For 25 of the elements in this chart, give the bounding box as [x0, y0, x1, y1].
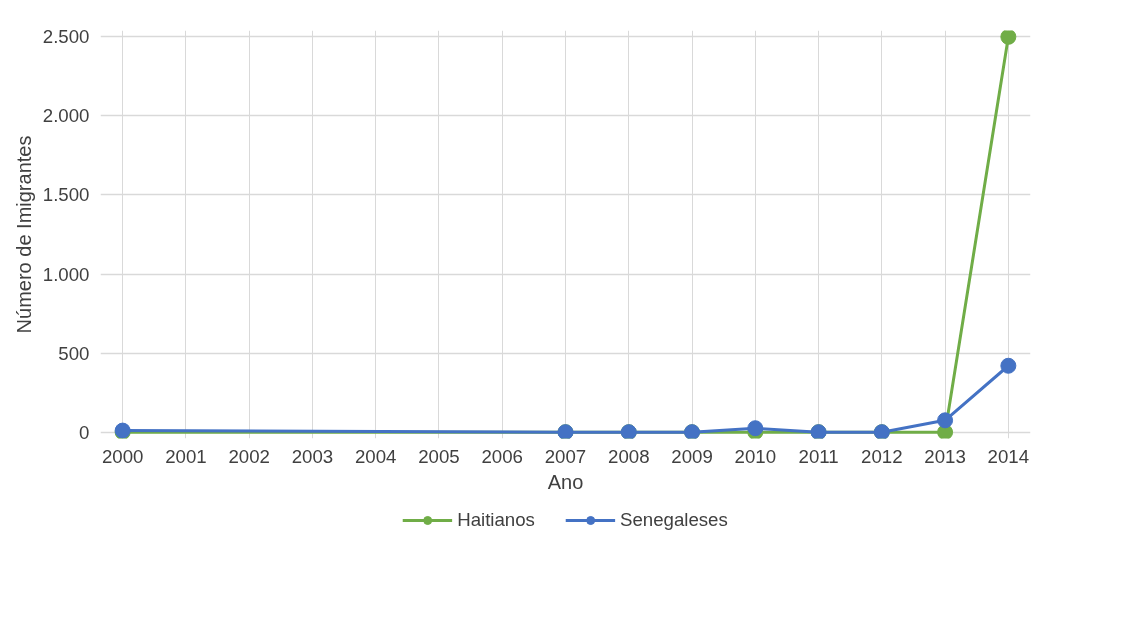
x-tick-label: 2013	[924, 445, 966, 467]
y-tick-label: 500	[58, 342, 90, 364]
x-tick-label: 2014	[987, 445, 1030, 467]
legend-label: Haitianos	[457, 509, 535, 531]
x-tick-label: 2002	[228, 445, 270, 467]
x-tick-label: 2010	[734, 445, 777, 467]
y-tick-label: 0	[79, 421, 90, 443]
x-tick-label: 2004	[354, 445, 397, 467]
x-axis-title: Ano	[547, 470, 584, 493]
y-tick-label: 1.000	[42, 263, 90, 285]
x-tick-label: 2003	[291, 445, 334, 467]
legend-label: Senegaleses	[619, 509, 728, 531]
x-tick-label: 2001	[165, 445, 207, 467]
y-axis-title: Número de Imigrantes	[12, 135, 35, 334]
x-tick-label: 2007	[544, 445, 587, 467]
x-tick-label: 2009	[671, 445, 713, 467]
x-tick-label: 2012	[861, 445, 903, 467]
x-tick-label: 2011	[798, 445, 839, 467]
y-tick-label: 2.500	[42, 26, 90, 48]
x-tick-label: 2000	[101, 445, 144, 467]
y-tick-label: 2.000	[42, 105, 90, 127]
x-tick-label: 2008	[608, 445, 650, 467]
x-tick-label: 2005	[418, 445, 460, 467]
x-tick-label: 2006	[481, 445, 523, 467]
y-tick-label: 1.500	[42, 184, 90, 206]
